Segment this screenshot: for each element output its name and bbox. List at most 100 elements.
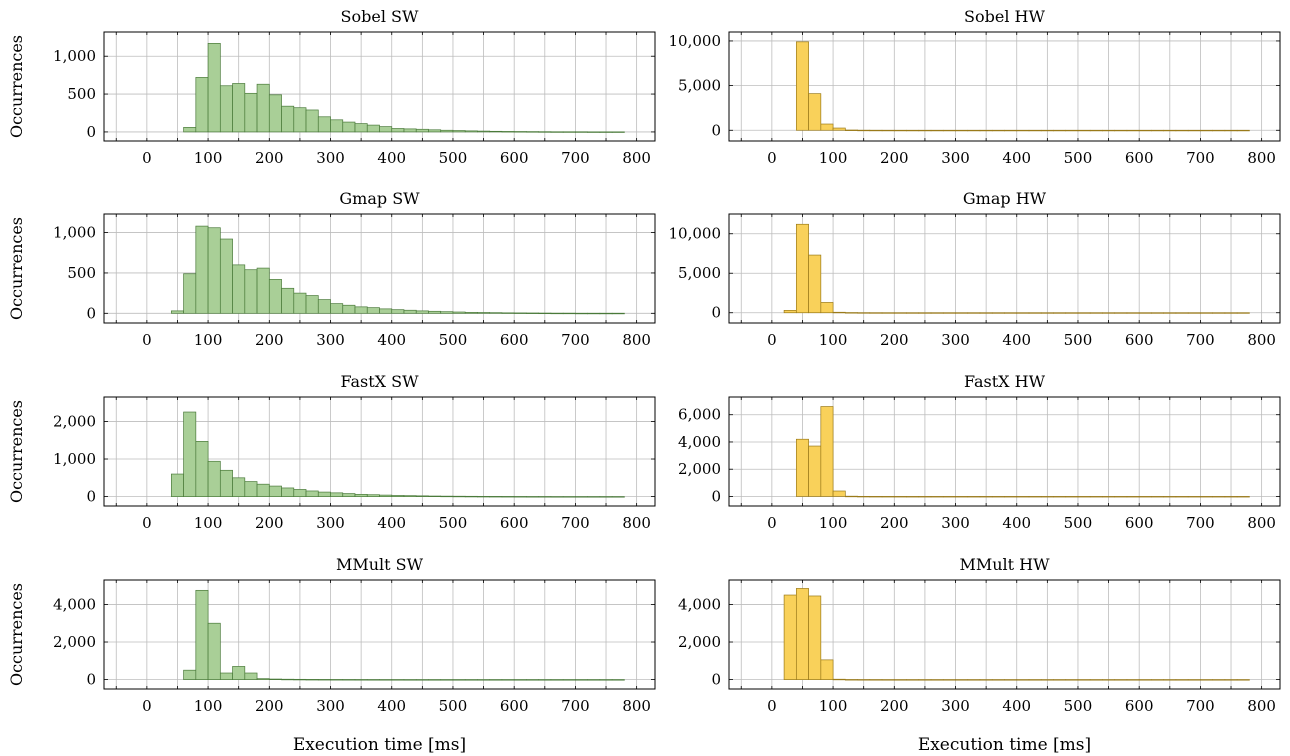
histogram-bar — [256, 483, 270, 497]
histogram-bar — [244, 92, 258, 133]
y-tick-label: 2,000 — [53, 412, 96, 430]
histogram-bar — [967, 679, 981, 681]
histogram-bar — [1163, 679, 1177, 681]
histogram-bar — [575, 131, 589, 133]
histogram-bar — [244, 481, 258, 497]
bars — [170, 411, 625, 498]
chart-title: Sobel HW — [964, 7, 1045, 26]
bars — [795, 41, 1250, 132]
chart-fastx-hw: 0 100 200 300 400 500 600 700 800 0 2,000 4,000 6,00… — [678, 372, 1281, 532]
histogram-bar — [170, 473, 184, 497]
histogram-bar — [955, 312, 969, 314]
histogram-bar — [893, 312, 907, 314]
histogram-bar — [1077, 496, 1091, 498]
histogram-bar — [538, 679, 552, 681]
histogram-bar — [1236, 496, 1250, 498]
histogram-bar — [428, 495, 442, 497]
plot-frame — [728, 213, 1281, 324]
x-tick-label: 300 — [316, 697, 345, 715]
histogram-bar — [513, 131, 527, 133]
histogram-bar — [256, 678, 270, 680]
x-tick-label: 600 — [1125, 514, 1154, 532]
histogram-bar — [195, 77, 209, 133]
histogram-bar — [979, 129, 993, 132]
histogram-bar — [1114, 129, 1128, 132]
histogram-bar — [1004, 496, 1018, 498]
histogram-bar — [268, 94, 282, 133]
x-tick-label: 500 — [439, 149, 468, 167]
x-tick-label: 700 — [561, 331, 590, 349]
histogram-bar — [489, 496, 503, 498]
x-tick-label: 100 — [819, 697, 848, 715]
histogram-bar — [1053, 496, 1067, 498]
x-tick-label: 700 — [1186, 331, 1215, 349]
histogram-bar — [342, 304, 356, 314]
histogram-bar — [219, 238, 233, 314]
chart-mmult-hw: 0 100 200 300 400 500 600 700 800 0 2,000 4,000 MMul… — [678, 555, 1281, 755]
histogram-bar — [232, 264, 246, 314]
histogram-bar — [1114, 679, 1128, 681]
bars — [183, 43, 625, 133]
histogram-bar — [1175, 312, 1189, 314]
y-axis-label: Occurrences — [7, 35, 26, 138]
histogram-bar — [893, 496, 907, 498]
histogram-bar — [611, 679, 625, 681]
histogram-bar — [918, 312, 932, 314]
histogram-bar — [599, 679, 613, 681]
histogram-bar — [844, 312, 858, 314]
y-tick-label: 1,000 — [53, 224, 96, 242]
x-tick-label: 300 — [941, 514, 970, 532]
y-tick-label: 0 — [86, 304, 96, 322]
x-tick-label: 700 — [561, 514, 590, 532]
plot-frame — [728, 31, 1281, 142]
histogram-bar — [562, 312, 576, 315]
y-tick-label: 0 — [711, 121, 721, 139]
histogram-bar — [1077, 679, 1091, 681]
y-tick-label: 10,000 — [669, 32, 722, 50]
x-tick-label: 200 — [880, 149, 909, 167]
y-tick-label: 500 — [67, 85, 96, 103]
y-tick-label: 1,000 — [53, 450, 96, 468]
y-tick-label: 2,000 — [678, 633, 721, 651]
histogram-bar — [1089, 679, 1103, 681]
histogram-bar — [354, 306, 368, 314]
histogram-bar — [857, 496, 871, 498]
y-tick-label: 4,000 — [678, 433, 721, 451]
histogram-bar — [1065, 129, 1079, 132]
x-tick-label: 100 — [194, 514, 223, 532]
histogram-bar — [1089, 129, 1103, 132]
x-tick-label: 400 — [377, 697, 406, 715]
histogram-bar — [881, 496, 895, 498]
histogram-bar — [1004, 129, 1018, 132]
histogram-bar — [587, 312, 601, 315]
histogram-bar — [1187, 129, 1201, 132]
y-tick-label: 0 — [86, 123, 96, 141]
histogram-bar — [1212, 312, 1226, 314]
histogram-bar — [1126, 312, 1140, 314]
histogram-bar — [526, 679, 540, 681]
histogram-bar — [464, 679, 478, 681]
histogram-bar — [330, 303, 344, 314]
histogram-bar — [1163, 312, 1177, 314]
histogram-bar — [219, 85, 233, 133]
y-tick-label: 0 — [86, 671, 96, 689]
chart-gmap-sw: 0 100 200 300 400 500 600 700 800 0 500 1,000 Gmap S… — [7, 189, 656, 349]
x-tick-label: 100 — [194, 149, 223, 167]
histogram-bar — [440, 311, 454, 314]
chart-gmap-hw: 0 100 200 300 400 500 600 700 800 0 5,000 10,000 Gma… — [669, 189, 1281, 349]
plot-frame — [103, 213, 656, 324]
histogram-bar — [808, 93, 822, 131]
histogram-bar — [918, 496, 932, 498]
x-tick-label: 100 — [819, 514, 848, 532]
histogram-bar — [1151, 679, 1165, 681]
histogram-bar — [611, 131, 625, 133]
histogram-bar — [538, 131, 552, 133]
chart-sobel-hw: 0 100 200 300 400 500 600 700 800 0 5,000 10,000 Sob… — [669, 7, 1281, 167]
histogram-bar — [832, 490, 846, 497]
x-tick-label: 200 — [255, 149, 284, 167]
histogram-bar — [930, 679, 944, 681]
x-tick-label: 0 — [767, 149, 777, 167]
histogram-bar — [1126, 496, 1140, 498]
histogram-bar — [366, 679, 380, 681]
plot-frame — [728, 396, 1281, 507]
